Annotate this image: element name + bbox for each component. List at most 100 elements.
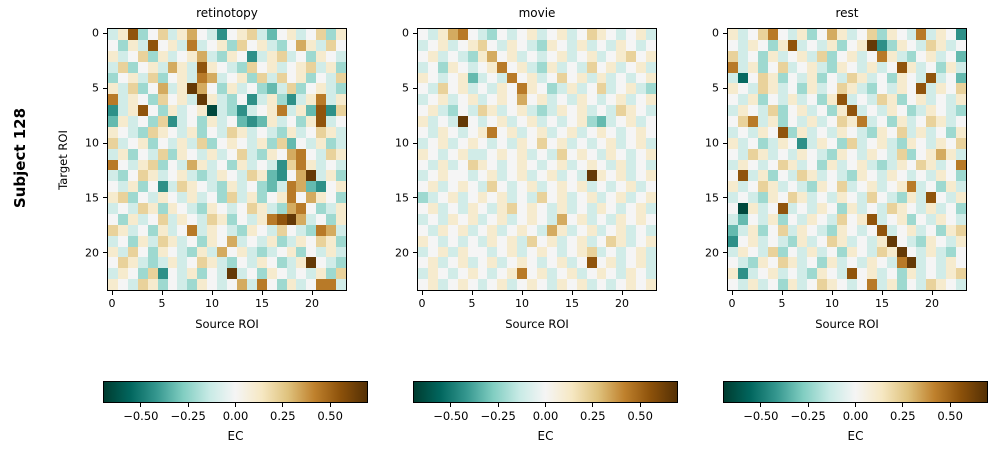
heatmap-cell	[316, 126, 327, 138]
heatmap-cell	[757, 224, 768, 236]
heatmap-cell	[296, 268, 307, 280]
heatmap-cell	[167, 170, 178, 182]
heatmap-cell	[306, 279, 317, 290]
y-tick-label: 0	[712, 26, 719, 40]
heatmap-cell	[936, 61, 947, 73]
heatmap-cell	[527, 203, 537, 214]
heatmap-cell	[886, 126, 897, 138]
heatmap-cell	[566, 159, 577, 171]
heatmap-cell	[507, 192, 518, 203]
heatmap-cell	[747, 126, 758, 138]
heatmap-cell	[956, 213, 966, 225]
heatmap-cell	[837, 213, 847, 225]
heatmap-cell	[827, 94, 838, 106]
figure-row-label: Subject 128	[11, 107, 29, 209]
heatmap-cell	[477, 203, 488, 214]
heatmap-cell	[246, 126, 257, 138]
heatmap-cell	[586, 192, 597, 203]
heatmap-cell	[737, 83, 748, 95]
heatmap-cell	[787, 39, 798, 51]
heatmap-cell	[757, 192, 768, 203]
heatmap-cell	[276, 159, 287, 171]
x-tick	[111, 291, 113, 295]
heatmap-cell	[866, 148, 877, 160]
heatmap-cell	[177, 39, 188, 51]
heatmap-cell	[906, 224, 917, 236]
heatmap-cell	[817, 235, 828, 247]
heatmap-cell	[227, 257, 237, 269]
x-tick	[881, 291, 883, 295]
heatmap-cell	[236, 50, 247, 62]
heatmap-cell	[127, 39, 138, 51]
heatmap-cell	[936, 50, 947, 62]
heatmap-cell	[566, 61, 577, 73]
heatmap-cell	[326, 126, 337, 138]
heatmap-cell	[336, 61, 346, 73]
colorbar-tick	[497, 403, 499, 407]
heatmap-cell	[847, 246, 857, 258]
heatmap-cell	[606, 192, 617, 203]
heatmap-cell	[946, 148, 957, 160]
heatmap-cell	[316, 39, 327, 51]
heatmap-cell	[946, 213, 957, 225]
colorbar-tick-label: 0.50	[627, 409, 653, 423]
heatmap-cell	[737, 50, 748, 62]
heatmap-cell	[797, 279, 808, 290]
heatmap-cell	[167, 39, 178, 51]
heatmap-cell	[926, 279, 937, 290]
heatmap-cell	[916, 148, 927, 160]
heatmap-cell	[487, 83, 498, 95]
heatmap-cell	[467, 159, 478, 171]
heatmap-cell	[576, 181, 587, 193]
heatmap-cell	[906, 268, 917, 280]
heatmap-cell	[296, 83, 307, 95]
heatmap-cell	[477, 83, 488, 95]
heatmap-cell	[187, 224, 198, 236]
heatmap-cell	[437, 170, 448, 182]
heatmap-cell	[236, 137, 247, 149]
heatmap-cell	[167, 213, 178, 225]
heatmap-cell	[556, 181, 567, 193]
heatmap-cell	[926, 39, 937, 51]
heatmap-cell	[916, 213, 927, 225]
heatmap-cell	[767, 213, 778, 225]
heatmap-cell	[207, 246, 218, 258]
heatmap-cell	[556, 137, 567, 149]
heatmap-cell	[636, 224, 647, 236]
heatmap-cell	[207, 213, 218, 225]
heatmap-cell	[936, 126, 947, 138]
heatmap-cell	[737, 29, 748, 40]
heatmap-cell	[286, 105, 297, 116]
heatmap-cell	[896, 213, 907, 225]
heatmap-cell	[266, 224, 277, 236]
heatmap-cell	[447, 224, 458, 236]
x-tick	[521, 291, 523, 295]
heatmap-cell	[767, 257, 778, 269]
heatmap-cell	[576, 268, 587, 280]
heatmap-cell	[596, 83, 607, 95]
heatmap-cell	[487, 170, 498, 182]
heatmap-cell	[596, 61, 607, 73]
heatmap-cell	[286, 279, 297, 290]
heatmap-cell	[517, 116, 528, 127]
heatmap-cell	[817, 181, 828, 193]
heatmap-cell	[137, 181, 148, 193]
heatmap-cell	[197, 94, 208, 106]
heatmap-cell	[487, 148, 498, 160]
heatmap-cell	[127, 181, 138, 193]
heatmap-cell	[916, 50, 927, 62]
heatmap-cell	[418, 181, 428, 193]
x-tick-label: 20	[615, 297, 629, 310]
heatmap-cell	[447, 50, 458, 62]
heatmap-cell	[896, 72, 907, 84]
heatmap-cell	[286, 224, 297, 236]
heatmap-cell	[517, 126, 528, 138]
heatmap-cell	[157, 50, 168, 62]
heatmap-cell	[306, 213, 317, 225]
heatmap-cell	[147, 61, 158, 73]
heatmap-cell	[876, 268, 887, 280]
heatmap-cell	[187, 29, 198, 40]
heatmap-cell	[936, 137, 947, 149]
heatmap-cell	[517, 257, 528, 269]
heatmap-cell	[807, 170, 818, 182]
